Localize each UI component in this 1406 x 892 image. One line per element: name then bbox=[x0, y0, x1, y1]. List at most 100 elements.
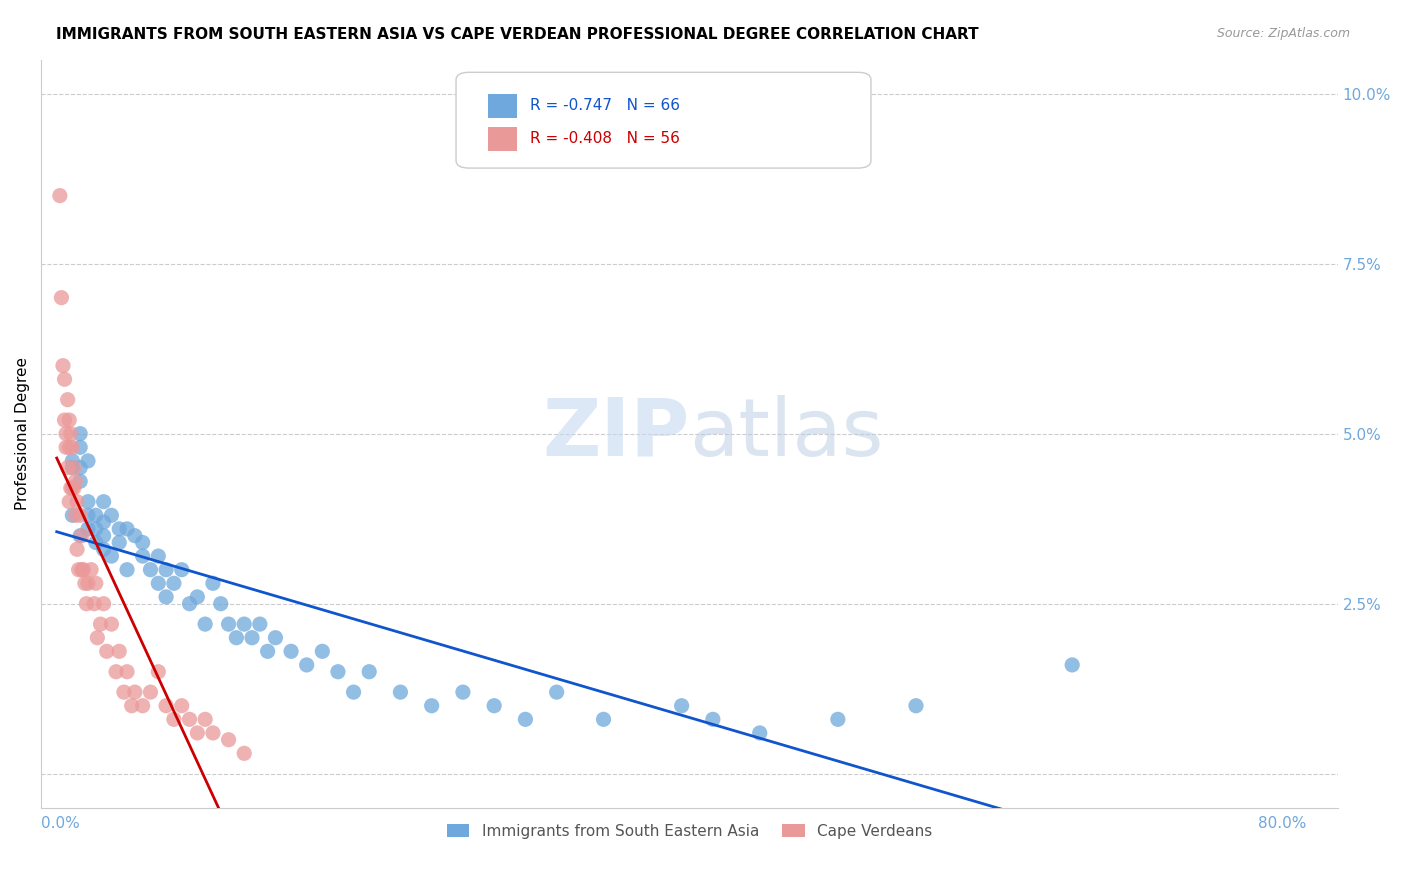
FancyBboxPatch shape bbox=[488, 94, 517, 118]
Point bbox=[69, 508, 91, 523]
Point bbox=[83, 597, 105, 611]
Point bbox=[84, 508, 107, 523]
Point bbox=[63, 481, 86, 495]
Point bbox=[80, 563, 103, 577]
Point bbox=[51, 291, 73, 305]
Point bbox=[170, 698, 193, 713]
Point bbox=[218, 732, 240, 747]
Point bbox=[115, 665, 138, 679]
Point bbox=[326, 665, 349, 679]
Point bbox=[194, 617, 217, 632]
Point bbox=[55, 426, 77, 441]
Point bbox=[218, 617, 240, 632]
Point bbox=[77, 494, 100, 508]
Point bbox=[84, 535, 107, 549]
Point bbox=[1062, 657, 1084, 672]
Point bbox=[70, 563, 93, 577]
Point bbox=[56, 460, 79, 475]
Point bbox=[67, 563, 90, 577]
Point bbox=[233, 617, 256, 632]
Point bbox=[124, 529, 146, 543]
Point bbox=[75, 597, 97, 611]
Point bbox=[73, 576, 96, 591]
Text: IMMIGRANTS FROM SOUTH EASTERN ASIA VS CAPE VERDEAN PROFESSIONAL DEGREE CORRELATI: IMMIGRANTS FROM SOUTH EASTERN ASIA VS CA… bbox=[56, 27, 979, 42]
Point bbox=[66, 542, 89, 557]
Point bbox=[77, 454, 100, 468]
Point bbox=[52, 359, 75, 373]
Point bbox=[482, 698, 505, 713]
Point bbox=[233, 747, 256, 761]
Point bbox=[592, 712, 614, 726]
Point bbox=[84, 522, 107, 536]
Point bbox=[155, 698, 177, 713]
Point bbox=[225, 631, 247, 645]
Point bbox=[60, 481, 83, 495]
Point bbox=[60, 440, 83, 454]
Point bbox=[148, 549, 170, 563]
Text: atlas: atlas bbox=[689, 394, 884, 473]
Text: 0.0%: 0.0% bbox=[41, 816, 80, 831]
Point bbox=[904, 698, 927, 713]
Point bbox=[112, 685, 135, 699]
Point bbox=[124, 685, 146, 699]
Point bbox=[108, 644, 131, 658]
Point bbox=[249, 617, 271, 632]
Point bbox=[209, 597, 232, 611]
Point bbox=[108, 522, 131, 536]
Point bbox=[186, 590, 208, 604]
Point bbox=[148, 665, 170, 679]
Point bbox=[69, 440, 91, 454]
Point bbox=[105, 665, 128, 679]
Point bbox=[65, 508, 87, 523]
FancyBboxPatch shape bbox=[456, 72, 870, 168]
Text: R = -0.408   N = 56: R = -0.408 N = 56 bbox=[530, 131, 681, 146]
FancyBboxPatch shape bbox=[488, 127, 517, 151]
Point bbox=[389, 685, 412, 699]
Point bbox=[420, 698, 443, 713]
Point bbox=[139, 685, 162, 699]
Y-axis label: Professional Degree: Professional Degree bbox=[15, 357, 30, 510]
Point bbox=[53, 413, 76, 427]
Point bbox=[179, 597, 201, 611]
Point bbox=[264, 631, 287, 645]
Point bbox=[72, 563, 94, 577]
Point bbox=[201, 726, 224, 740]
Point bbox=[100, 508, 122, 523]
Point bbox=[201, 576, 224, 591]
Point bbox=[131, 549, 153, 563]
Point bbox=[84, 576, 107, 591]
Point bbox=[139, 563, 162, 577]
Point bbox=[311, 644, 333, 658]
Point bbox=[702, 712, 724, 726]
Point bbox=[93, 529, 115, 543]
Point bbox=[163, 576, 186, 591]
Point bbox=[100, 617, 122, 632]
Point bbox=[60, 508, 83, 523]
Point bbox=[65, 475, 87, 489]
Point bbox=[121, 698, 143, 713]
Point bbox=[59, 481, 82, 495]
Point bbox=[86, 631, 108, 645]
Point bbox=[58, 413, 80, 427]
Point bbox=[63, 460, 86, 475]
Point bbox=[93, 542, 115, 557]
Text: Source: ZipAtlas.com: Source: ZipAtlas.com bbox=[1216, 27, 1350, 40]
Point bbox=[280, 644, 302, 658]
Legend: Immigrants from South Eastern Asia, Cape Verdeans: Immigrants from South Eastern Asia, Cape… bbox=[440, 818, 938, 845]
Text: R = -0.747   N = 66: R = -0.747 N = 66 bbox=[530, 98, 681, 113]
Point bbox=[131, 698, 153, 713]
Point bbox=[295, 657, 318, 672]
Point bbox=[342, 685, 364, 699]
Point bbox=[89, 617, 111, 632]
Point bbox=[58, 440, 80, 454]
Point bbox=[131, 535, 153, 549]
Point bbox=[359, 665, 381, 679]
Point bbox=[93, 597, 115, 611]
Point bbox=[163, 712, 186, 726]
Point bbox=[451, 685, 474, 699]
Point bbox=[53, 372, 76, 386]
Point bbox=[148, 576, 170, 591]
Point bbox=[179, 712, 201, 726]
Point bbox=[60, 460, 83, 475]
Point bbox=[55, 440, 77, 454]
